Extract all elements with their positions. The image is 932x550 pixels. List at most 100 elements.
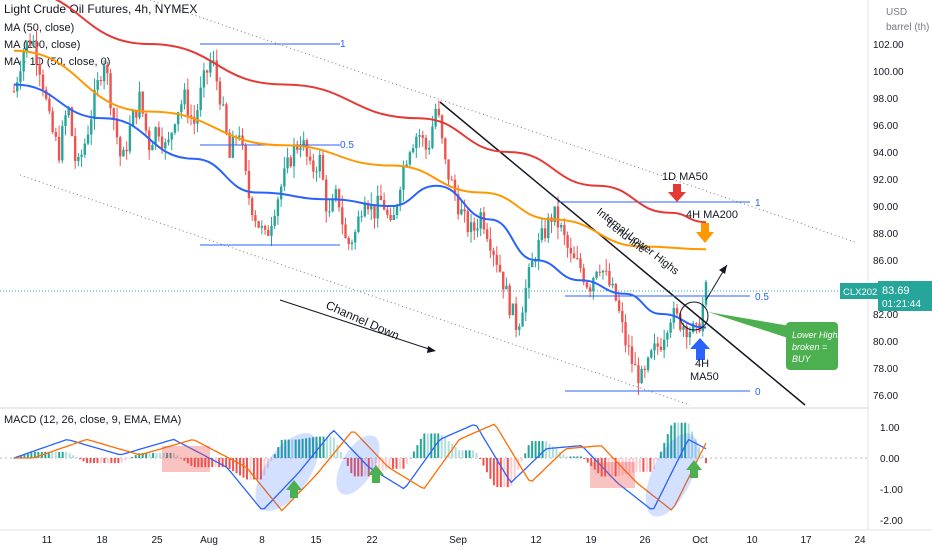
time-axis: 11 18 25 Aug 8 15 22 Sep 12 19 26 Oct 10 17 24	[42, 535, 866, 546]
price-axis: 102.00 100.00 98.00 96.00 94.00 92.00 90.00 88.…	[873, 40, 904, 402]
macd-bar-150	[534, 441, 537, 458]
macd-bar-46	[172, 453, 175, 458]
macd-bar-191	[677, 422, 680, 458]
candle-body-170	[559, 225, 563, 228]
candle-body-53	[183, 89, 186, 105]
price-tick-8: 86.00	[873, 256, 898, 267]
candle-body-29	[106, 65, 109, 74]
candle-body-6	[32, 40, 35, 46]
macd-bar-184	[652, 458, 655, 470]
macd-bar-93	[336, 444, 339, 458]
candle-body-5	[28, 41, 32, 46]
candle-body-181	[595, 271, 598, 278]
candle-body-92	[308, 156, 312, 161]
candle-body-14	[57, 136, 61, 161]
candle-body-100	[334, 189, 338, 200]
candle-body-88	[296, 145, 299, 150]
time-tick-7: Sep	[449, 535, 467, 546]
candle-body-161	[530, 261, 534, 268]
price-tag	[878, 281, 932, 311]
candle-body-211	[691, 323, 695, 333]
macd-bar-24	[96, 458, 99, 464]
candle-body-171	[563, 225, 566, 236]
candle-body-31	[112, 108, 115, 119]
candle-body-150	[495, 254, 498, 265]
macd-bar-146	[520, 458, 523, 462]
candle-body-75	[254, 215, 257, 222]
price-axis-bg	[868, 0, 932, 550]
macd-signal-line	[14, 423, 707, 512]
macd-bar-20	[82, 458, 85, 462]
macd-bar-152	[541, 441, 544, 458]
ma4h200-label: 4H MA200	[686, 209, 738, 221]
macd-bar-155	[551, 446, 554, 458]
candle-body-101	[337, 189, 341, 208]
candle-body-22	[83, 143, 87, 155]
macd-bar-61	[225, 458, 228, 468]
candle-body-68	[231, 136, 235, 158]
candle-body-74	[250, 198, 254, 216]
buy-callout-line1: Lower Highs	[792, 330, 843, 340]
overlays	[13, 0, 856, 406]
macd-bar-29	[113, 458, 116, 464]
macd-bar-58	[214, 458, 217, 468]
candle-body-172	[566, 235, 569, 248]
candle-body-207	[679, 313, 682, 330]
macd-bar-131	[468, 450, 471, 458]
candle-body-125	[415, 136, 418, 149]
candle-body-10	[44, 89, 48, 99]
macd-bar-63	[232, 458, 235, 472]
macd-bar-70	[256, 458, 259, 480]
macd-bar-130	[465, 450, 468, 458]
price-tick-2: 98.00	[873, 94, 898, 105]
macd-bar-76	[277, 447, 280, 458]
candle-body-51	[176, 112, 180, 125]
price-tick-13: 76.00	[873, 391, 898, 402]
macd-bar-26	[103, 458, 106, 464]
candle-body-147	[485, 229, 489, 240]
candle-body-186	[611, 283, 614, 286]
macd-bar-3	[23, 454, 26, 458]
macd-bar-85	[308, 437, 311, 458]
macd-bar-87	[315, 436, 318, 458]
macd-bar-48	[179, 458, 182, 459]
macd-bar-101	[364, 458, 367, 477]
macd-bar-25	[99, 458, 102, 464]
time-tick-13: 17	[800, 535, 812, 546]
candle-body-182	[598, 271, 601, 273]
candle-body-79	[267, 229, 270, 236]
macd-bar-122	[437, 433, 440, 458]
macd-bar-78	[284, 439, 287, 458]
candle-body-21	[80, 154, 83, 157]
macd-bar-167	[593, 458, 596, 470]
candle-body-124	[411, 148, 415, 153]
candle-body-157	[518, 326, 521, 330]
candle-body-12	[51, 111, 54, 133]
macd-bar-4	[26, 453, 29, 458]
macd-bar-15	[65, 451, 68, 458]
macd-bar-171	[607, 458, 610, 477]
candle-body-91	[305, 140, 309, 157]
macd-green-arrow-2	[686, 460, 702, 478]
macd-bar-185	[656, 458, 659, 461]
macd-bar-181	[642, 458, 645, 472]
macd-bar-111	[398, 458, 401, 469]
macd-bar-94	[339, 451, 342, 458]
macd-bar-175	[621, 458, 624, 476]
candle-body-109	[363, 203, 367, 217]
candle-body-42	[147, 130, 151, 151]
unit-line1: USD	[886, 7, 907, 18]
macd-bar-21	[86, 458, 89, 464]
time-tick-9: 19	[585, 535, 597, 546]
macd-bar-123	[440, 435, 443, 458]
macd-green-arrow-1	[368, 465, 384, 483]
candle-body-30	[109, 73, 112, 109]
macd-bar-110	[395, 458, 398, 469]
time-tick-0: 11	[42, 535, 53, 546]
macd-green-arrow-0	[286, 480, 302, 498]
macd-bar-162	[576, 456, 579, 458]
candle-body-208	[682, 326, 685, 330]
candle-body-131	[434, 108, 437, 127]
macd-bar-186	[659, 451, 662, 458]
